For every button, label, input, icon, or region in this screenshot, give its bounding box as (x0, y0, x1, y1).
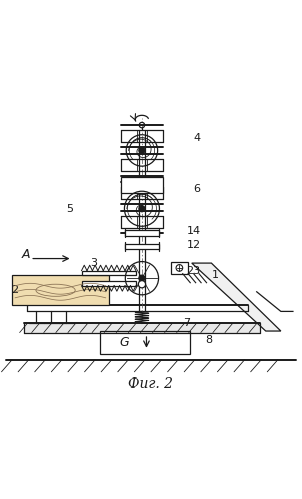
Bar (100, 331, 190, 354)
Polygon shape (192, 263, 281, 331)
Bar (125, 244, 159, 249)
Text: 7: 7 (183, 318, 190, 328)
Text: 1: 1 (211, 270, 218, 280)
Text: 12: 12 (187, 240, 201, 250)
Bar (82, 281, 136, 286)
Circle shape (139, 206, 145, 212)
Text: A: A (21, 249, 30, 261)
Text: 2: 2 (11, 285, 18, 295)
Bar (171, 262, 188, 273)
Text: 14: 14 (187, 227, 201, 237)
Text: Фиг. 2: Фиг. 2 (128, 377, 174, 391)
Bar (24, 323, 260, 332)
Text: 6: 6 (193, 184, 200, 194)
Text: 4: 4 (193, 133, 201, 143)
Text: 3: 3 (91, 258, 98, 268)
Bar (125, 230, 159, 236)
Bar (12, 275, 109, 305)
Bar (121, 177, 163, 193)
Circle shape (138, 280, 146, 288)
Circle shape (139, 275, 145, 281)
Bar (82, 270, 136, 275)
Text: 8: 8 (205, 335, 213, 345)
Text: 5: 5 (66, 204, 73, 214)
Text: 23: 23 (186, 265, 200, 275)
Circle shape (139, 147, 145, 154)
Text: G: G (119, 336, 129, 349)
